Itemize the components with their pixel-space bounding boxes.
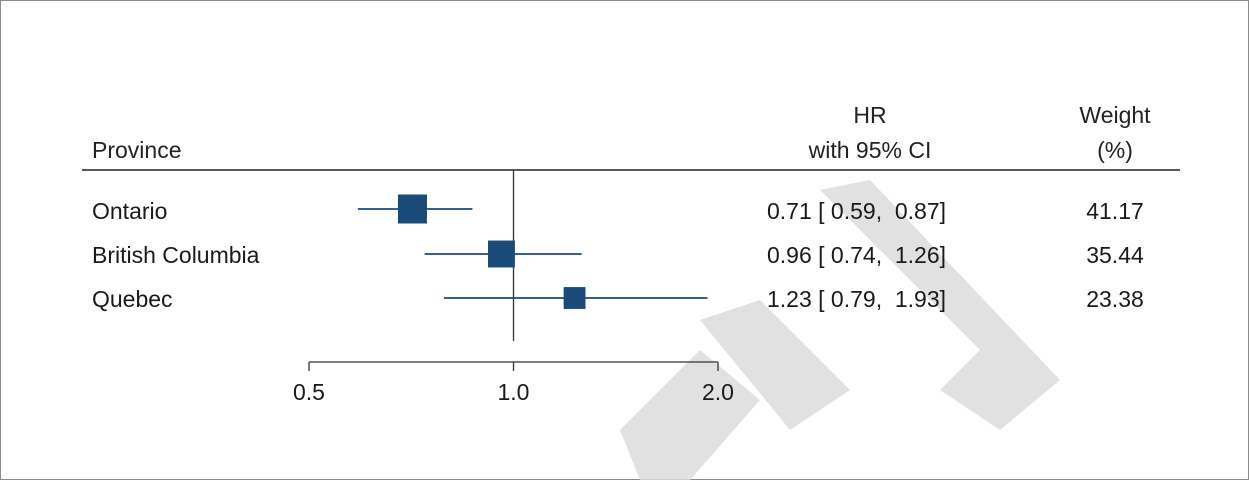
row-weight-ontario: 41.17: [1086, 198, 1144, 224]
header-weight: Weight: [1079, 102, 1151, 128]
row-estimate-ontario: 0.71 [ 0.59, 0.87]: [767, 198, 947, 224]
header-province: Province: [92, 137, 182, 163]
x-tick-label-2.0: 2.0: [702, 379, 734, 405]
row-weight-british-columbia: 35.44: [1086, 242, 1144, 268]
row-estimate-british-columbia: 0.96 [ 0.74, 1.26]: [767, 242, 947, 268]
header-weight-unit: (%): [1097, 137, 1133, 163]
row-estimate-quebec: 1.23 [ 0.79, 1.93]: [767, 286, 947, 312]
header-hr: HR: [853, 102, 887, 128]
row-label-quebec: Quebec: [92, 286, 173, 312]
x-tick-label-1.0: 1.0: [497, 379, 530, 405]
marker-british-columbia: [488, 240, 515, 268]
marker-ontario: [397, 194, 427, 224]
row-label-ontario: Ontario: [92, 198, 168, 224]
header-ci: with 95% CI: [808, 137, 932, 163]
marker-quebec: [563, 287, 586, 309]
x-tick-label-0.5: 0.5: [293, 379, 325, 405]
row-label-british-columbia: British Columbia: [92, 242, 260, 268]
row-weight-quebec: 23.38: [1086, 286, 1144, 312]
